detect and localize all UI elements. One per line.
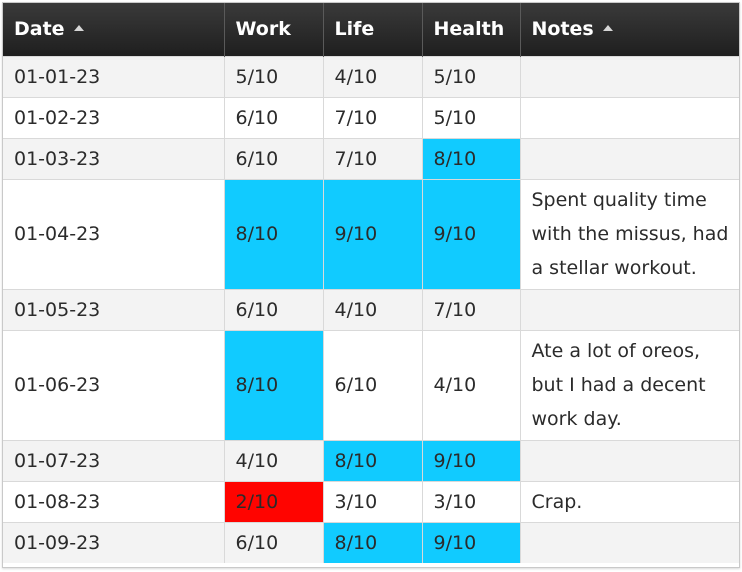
date-cell: 01-09-23 xyxy=(3,521,225,563)
column-header-label: Health xyxy=(433,18,505,41)
date-cell: 01-05-23 xyxy=(3,288,225,330)
column-header-label: Date xyxy=(14,18,65,41)
notes-cell: Ate a lot of oreos, but I had a decent w… xyxy=(520,329,739,440)
notes-cell xyxy=(520,55,739,97)
column-header-label: Life xyxy=(334,18,375,41)
table-row[interactable]: 01-04-23 8/10 9/10 9/10 Spent quality ti… xyxy=(3,178,739,289)
date-cell: 01-03-23 xyxy=(3,137,225,179)
work-cell: 8/10 xyxy=(224,329,324,440)
header-row: Date Work Life Health Notes xyxy=(3,3,739,56)
notes-cell xyxy=(520,439,739,481)
life-cell: 8/10 xyxy=(323,521,423,563)
life-cell: 3/10 xyxy=(323,480,423,522)
table-row[interactable]: 01-03-23 6/10 7/10 8/10 xyxy=(3,137,739,179)
notes-cell: Crap. xyxy=(520,480,739,522)
work-cell: 6/10 xyxy=(224,96,324,138)
table-row[interactable]: 01-05-23 6/10 4/10 7/10 xyxy=(3,288,739,330)
column-header-notes[interactable]: Notes xyxy=(520,3,739,56)
column-header-work[interactable]: Work xyxy=(224,3,324,56)
work-cell: 2/10 xyxy=(224,480,324,522)
notes-cell xyxy=(520,288,739,330)
health-cell: 7/10 xyxy=(422,288,521,330)
notes-cell: Spent quality time with the missus, had … xyxy=(520,178,739,289)
health-cell: 9/10 xyxy=(422,439,521,481)
work-cell: 6/10 xyxy=(224,288,324,330)
health-cell: 4/10 xyxy=(422,329,521,440)
column-header-date[interactable]: Date xyxy=(3,3,225,56)
journal-table: Date Work Life Health Notes 01-01-23 5/1… xyxy=(3,3,739,563)
sort-ascending-icon[interactable] xyxy=(73,24,84,31)
work-cell: 4/10 xyxy=(224,439,324,481)
work-cell: 6/10 xyxy=(224,137,324,179)
notes-cell xyxy=(520,521,739,563)
work-cell: 6/10 xyxy=(224,521,324,563)
work-cell: 5/10 xyxy=(224,55,324,97)
table-row[interactable]: 01-06-23 8/10 6/10 4/10 Ate a lot of ore… xyxy=(3,329,739,440)
life-cell: 4/10 xyxy=(323,55,423,97)
table-row[interactable]: 01-01-23 5/10 4/10 5/10 xyxy=(3,55,739,97)
date-cell: 01-08-23 xyxy=(3,480,225,522)
table-row[interactable]: 01-09-23 6/10 8/10 9/10 xyxy=(3,521,739,563)
life-cell: 7/10 xyxy=(323,137,423,179)
health-cell: 9/10 xyxy=(422,521,521,563)
column-header-life[interactable]: Life xyxy=(323,3,423,56)
life-cell: 7/10 xyxy=(323,96,423,138)
life-cell: 6/10 xyxy=(323,329,423,440)
column-header-label: Notes xyxy=(531,18,594,41)
health-cell: 5/10 xyxy=(422,96,521,138)
health-cell: 3/10 xyxy=(422,480,521,522)
life-cell: 8/10 xyxy=(323,439,423,481)
work-cell: 8/10 xyxy=(224,178,324,289)
life-cell: 4/10 xyxy=(323,288,423,330)
life-cell: 9/10 xyxy=(323,178,423,289)
table-row[interactable]: 01-08-23 2/10 3/10 3/10 Crap. xyxy=(3,480,739,522)
table-row[interactable]: 01-02-23 6/10 7/10 5/10 xyxy=(3,96,739,138)
date-cell: 01-04-23 xyxy=(3,178,225,289)
health-cell: 8/10 xyxy=(422,137,521,179)
sort-ascending-icon[interactable] xyxy=(602,24,613,31)
health-cell: 5/10 xyxy=(422,55,521,97)
column-header-label: Work xyxy=(235,18,291,41)
table-row[interactable]: 01-07-23 4/10 8/10 9/10 xyxy=(3,439,739,481)
date-cell: 01-07-23 xyxy=(3,439,225,481)
column-header-health[interactable]: Health xyxy=(422,3,521,56)
notes-cell xyxy=(520,137,739,179)
date-cell: 01-01-23 xyxy=(3,55,225,97)
notes-cell xyxy=(520,96,739,138)
date-cell: 01-02-23 xyxy=(3,96,225,138)
health-cell: 9/10 xyxy=(422,178,521,289)
date-cell: 01-06-23 xyxy=(3,329,225,440)
